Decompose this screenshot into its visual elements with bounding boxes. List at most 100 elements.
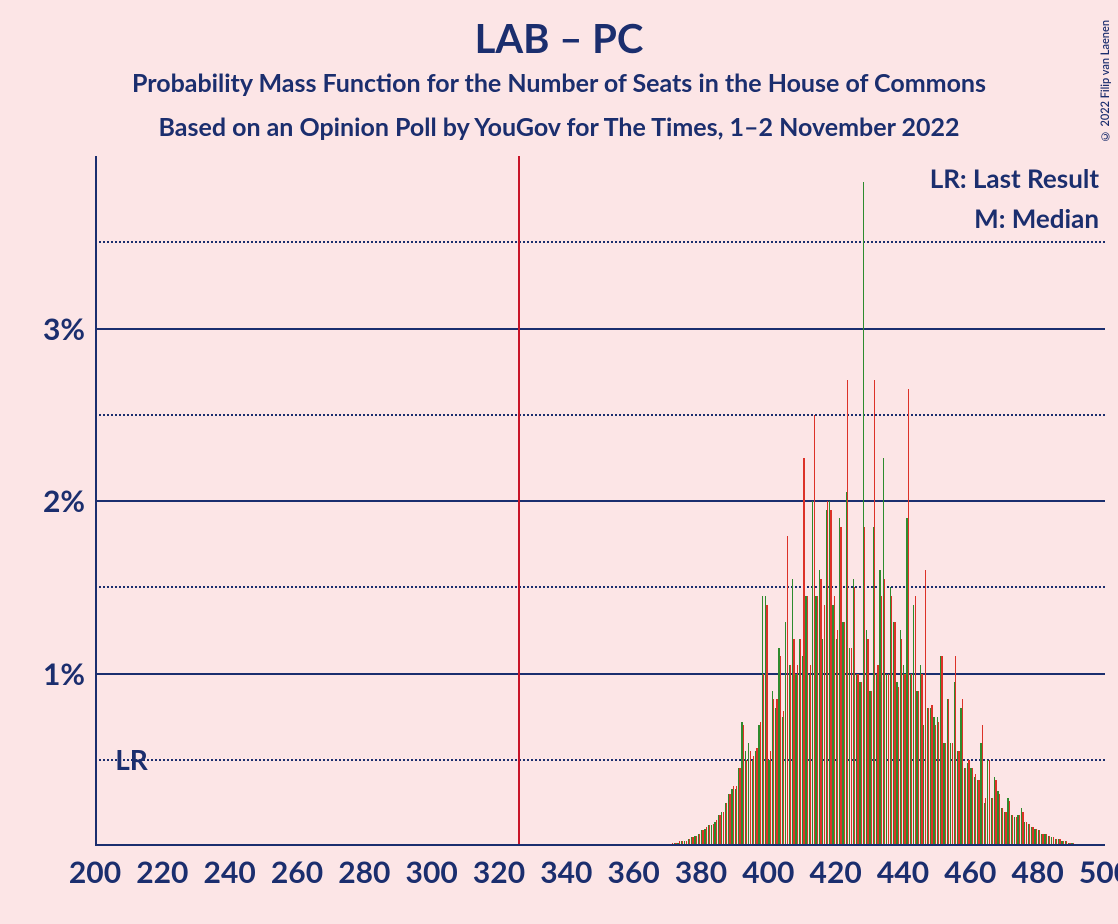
x-tick-label: 380 <box>675 854 727 890</box>
bar <box>787 536 788 847</box>
bar <box>941 656 942 846</box>
bar <box>716 820 717 846</box>
bar <box>982 725 983 846</box>
bar <box>999 794 1000 846</box>
bar <box>810 665 811 846</box>
bar <box>719 815 720 846</box>
bar <box>739 768 740 846</box>
bar <box>952 743 953 847</box>
y-axis-line <box>95 156 97 846</box>
bar <box>948 699 949 846</box>
bar <box>898 687 899 846</box>
bar <box>797 665 798 846</box>
x-tick-label: 220 <box>136 854 188 890</box>
bar <box>1029 824 1030 846</box>
bar <box>888 674 889 847</box>
y-tick-label: 3% <box>43 311 85 347</box>
bar-series <box>95 156 1105 846</box>
bar <box>928 708 929 846</box>
x-tick-label: 360 <box>608 854 660 890</box>
x-tick-label: 440 <box>877 854 929 890</box>
bar <box>915 596 916 846</box>
bar <box>968 760 969 846</box>
lr-axis-label: LR <box>115 742 148 776</box>
bar <box>877 665 878 846</box>
bar <box>766 605 767 847</box>
x-tick-label: 240 <box>204 854 256 890</box>
bar <box>871 691 872 846</box>
legend-median: M: Median <box>974 202 1099 234</box>
bar <box>834 596 835 846</box>
bar <box>729 794 730 846</box>
bar <box>972 768 973 846</box>
bar <box>958 751 959 846</box>
bar <box>814 415 815 846</box>
bar <box>803 458 804 846</box>
bar <box>709 825 710 846</box>
legend-last-result: LR: Last Result <box>930 162 1099 194</box>
x-tick-label: 320 <box>473 854 525 890</box>
bar <box>867 639 868 846</box>
bar <box>884 579 885 846</box>
bar <box>992 798 993 846</box>
bar <box>921 674 922 847</box>
bar <box>756 748 757 846</box>
copyright-text: © 2022 Filip van Laenen <box>1099 20 1112 142</box>
bar <box>736 786 737 846</box>
bar <box>989 760 990 846</box>
bar <box>894 622 895 846</box>
bar <box>938 722 939 846</box>
x-tick-label: 260 <box>271 854 323 890</box>
chart-subtitle-2: Based on an Opinion Poll by YouGov for T… <box>0 112 1118 142</box>
x-tick-label: 480 <box>1012 854 1064 890</box>
bar <box>733 786 734 846</box>
plot-area: 1%2%3% 200220240260280300320340360380400… <box>95 156 1105 846</box>
bar <box>965 768 966 846</box>
bar <box>760 722 761 846</box>
bar <box>1016 817 1017 846</box>
bar <box>1026 822 1027 846</box>
bar <box>962 699 963 846</box>
bar <box>908 389 909 846</box>
bar <box>861 682 862 846</box>
bar <box>891 596 892 846</box>
bar <box>800 639 801 846</box>
x-tick-label: 280 <box>338 854 390 890</box>
bar <box>985 798 986 846</box>
bar <box>955 656 956 846</box>
bar <box>851 648 852 846</box>
bar <box>975 774 976 846</box>
bar <box>1002 808 1003 846</box>
bar <box>1009 801 1010 846</box>
bar <box>827 501 828 846</box>
bar <box>763 674 764 847</box>
x-tick-label: 460 <box>944 854 996 890</box>
bar <box>783 711 784 846</box>
bar <box>935 725 936 846</box>
bar <box>995 780 996 846</box>
bar <box>864 527 865 846</box>
bar <box>723 812 724 847</box>
bar <box>726 803 727 846</box>
bar <box>824 605 825 847</box>
last-result-vline <box>518 156 520 846</box>
bar <box>743 725 744 846</box>
bar <box>817 596 818 846</box>
bar <box>773 699 774 846</box>
bar <box>945 743 946 847</box>
bar <box>854 587 855 846</box>
x-tick-label: 340 <box>540 854 592 890</box>
bar <box>753 756 754 846</box>
bar <box>931 705 932 846</box>
bar <box>904 674 905 847</box>
y-tick-label: 1% <box>43 656 85 692</box>
bar <box>1019 815 1020 846</box>
bar <box>881 596 882 846</box>
bar <box>978 780 979 846</box>
x-axis-line <box>95 844 1105 846</box>
bar <box>780 656 781 846</box>
bar <box>793 639 794 846</box>
x-tick-label: 400 <box>742 854 794 890</box>
bar <box>837 630 838 846</box>
bar <box>874 380 875 846</box>
